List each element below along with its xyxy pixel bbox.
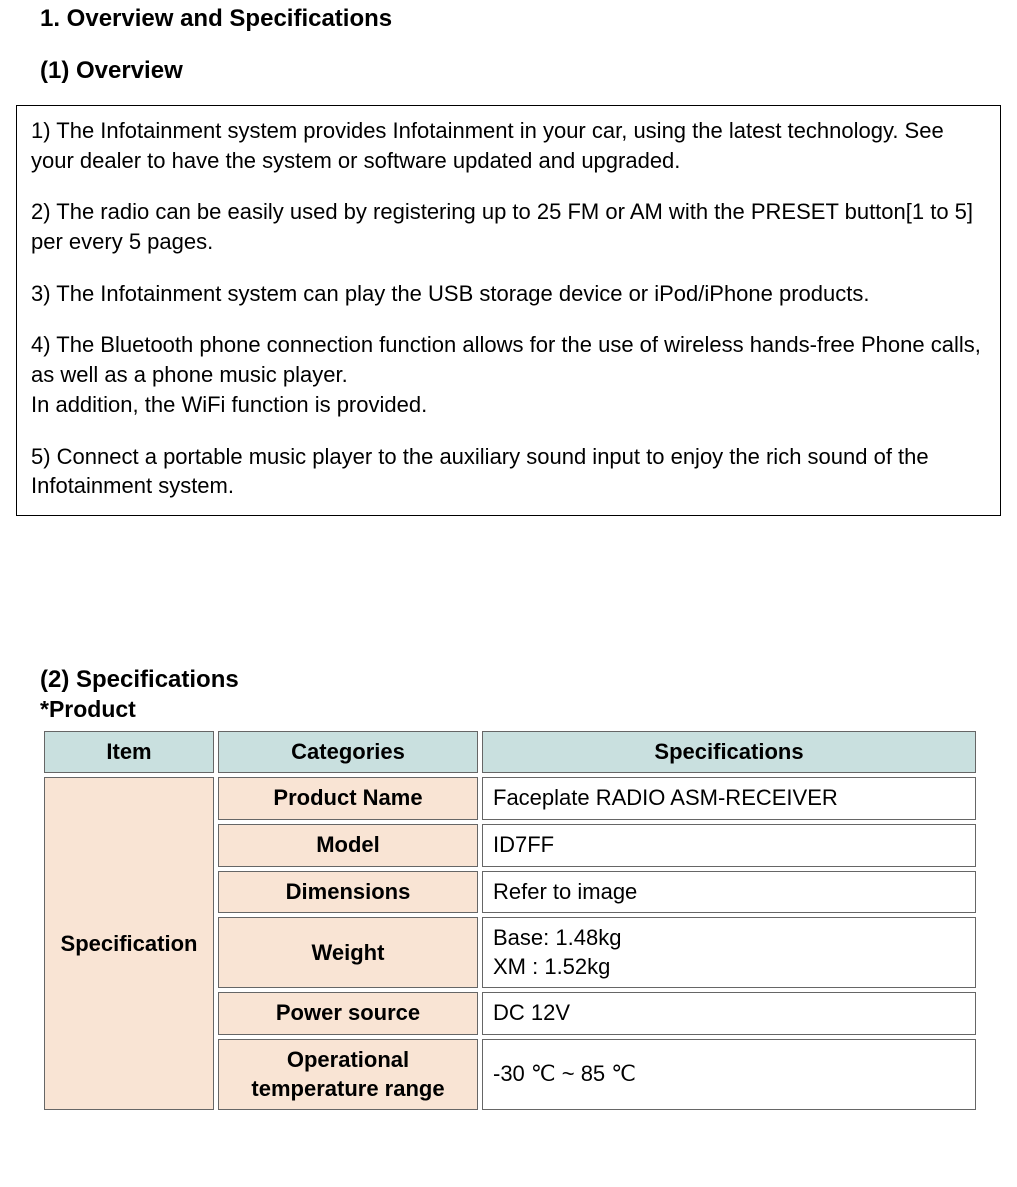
spacer: [12, 516, 1005, 666]
column-header-item: Item: [44, 731, 214, 774]
table-header-row: Item Categories Specifications: [44, 731, 976, 774]
page-root: 1. Overview and Specifications (1) Overv…: [0, 5, 1017, 1154]
spec-cell: Faceplate RADIO ASM-RECEIVER: [482, 777, 976, 820]
column-header-specifications: Specifications: [482, 731, 976, 774]
overview-item: 4) The Bluetooth phone connection functi…: [31, 330, 986, 419]
product-note: *Product: [40, 696, 1005, 723]
category-cell: Model: [218, 824, 478, 867]
spec-cell: ID7FF: [482, 824, 976, 867]
specifications-table: Item Categories Specifications Specifica…: [40, 727, 980, 1114]
overview-item: 2) The radio can be easily used by regis…: [31, 197, 986, 256]
category-cell: Power source: [218, 992, 478, 1035]
overview-item: 3) The Infotainment system can play the …: [31, 279, 986, 309]
heading-main: 1. Overview and Specifications: [40, 5, 1005, 33]
category-cell: Dimensions: [218, 871, 478, 914]
spec-cell: Base: 1.48kg XM : 1.52kg: [482, 917, 976, 988]
category-cell: Operational temperature range: [218, 1039, 478, 1110]
column-header-categories: Categories: [218, 731, 478, 774]
spec-cell: -30 ℃ ~ 85 ℃: [482, 1039, 976, 1110]
heading-overview: (1) Overview: [40, 57, 1005, 85]
spec-cell: DC 12V: [482, 992, 976, 1035]
overview-item: 5) Connect a portable music player to th…: [31, 442, 986, 501]
overview-item: 1) The Infotainment system provides Info…: [31, 116, 986, 175]
table-row: Specification Product Name Faceplate RAD…: [44, 777, 976, 820]
category-cell: Weight: [218, 917, 478, 988]
category-cell: Product Name: [218, 777, 478, 820]
item-cell: Specification: [44, 777, 214, 1110]
heading-specifications: (2) Specifications: [40, 666, 1005, 694]
overview-box: 1) The Infotainment system provides Info…: [16, 105, 1001, 516]
spec-cell: Refer to image: [482, 871, 976, 914]
